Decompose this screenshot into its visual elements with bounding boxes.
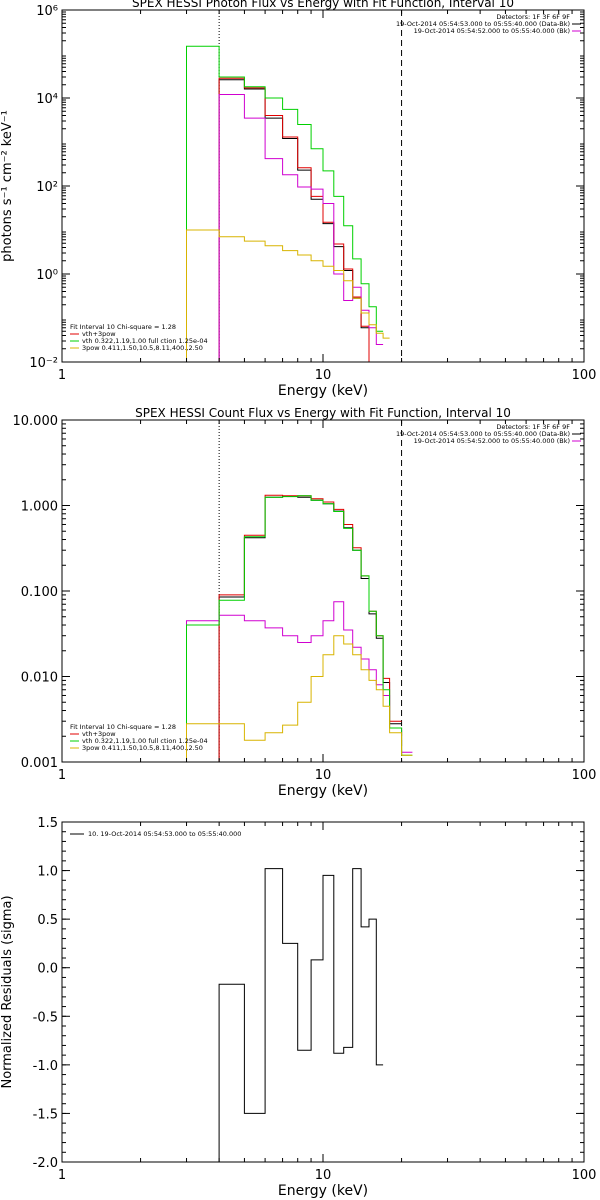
y-tick-label: -1.0 [33,1059,58,1074]
series-red-line [218,494,402,762]
y-tick-label: 10⁶ [36,4,58,19]
x-tick-label: 10 [315,1168,332,1183]
y-tick-label: 0.0 [37,962,58,977]
legend-fit-line: Fit Interval 10 Chi-square = 1.28 [70,723,176,731]
y-tick-label: -1.5 [33,1107,58,1122]
plot-frame [61,419,585,763]
legend-fit-line: vth+3pow [82,330,116,338]
series-magenta-line [218,94,384,362]
legend-top-line: 19-Oct-2014 05:54:52.000 to 05:55:40.000… [414,27,570,35]
legend-top-line: 19-Oct-2014 05:54:53.000 to 05:55:40.000… [396,20,570,28]
series-yellow-line [186,635,413,762]
series-black-line [218,495,402,762]
legend-fit-line: 3pow 0.411,1.50,10.5,8.11,400.,2.50 [82,744,203,752]
y-tick-label: 1.5 [37,816,58,831]
legend-fit-line: 3pow 0.411,1.50,10.5,8.11,400.,2.50 [82,344,203,352]
x-axis-label: Energy (keV) [278,783,368,799]
y-tick-label: 0.001 [21,756,58,771]
y-tick-label: 10⁴ [36,92,58,107]
plot-frame [61,821,585,1163]
plot-area [218,868,384,1162]
chart-panel-1: SPEX HESSI Photon Flux vs Energy with Fi… [0,0,596,399]
series-yellow-line [186,229,390,362]
y-tick-label: 10² [36,180,58,195]
legend-top-line: Detectors: 1F 3F 6F 9F [496,423,570,431]
x-axis-label: Energy (keV) [278,1183,368,1199]
y-tick-label: 1.0 [37,865,58,880]
legend-top-line: Detectors: 1F 3F 6F 9F [496,13,570,21]
y-tick-label: 10⁰ [36,268,58,283]
plot-area [186,10,403,362]
series-black-line [218,868,384,1162]
series-magenta-line [186,601,413,762]
x-tick-label: 10 [315,368,332,383]
legend-fit-line: vth+3pow [82,730,116,738]
chart-title: SPEX HESSI Photon Flux vs Energy with Fi… [132,0,514,10]
chart-panel-2: SPEX HESSI Count Flux vs Energy with Fit… [13,406,597,799]
residual-legend-label: 10. 19-Oct-2014 05:54:53.000 to 05:55:40… [88,830,241,838]
x-tick-label: 100 [572,1168,597,1183]
y-tick-label: 0.5 [37,913,58,928]
y-tick-label: 10⁻² [29,356,58,371]
y-tick-label: -0.5 [33,1010,58,1025]
plot-area [186,420,413,762]
legend-fit-line: Fit Interval 10 Chi-square = 1.28 [70,323,176,331]
legend-fit-line: vth 0.322,1.19,1.00 full ction 1.25e-04 [82,737,208,745]
x-tick-label: 100 [572,368,597,383]
series-green-line [186,45,384,362]
y-axis-label: photons s⁻¹ cm⁻² keV⁻¹ [0,110,15,262]
chart-title: SPEX HESSI Count Flux vs Energy with Fit… [135,406,511,420]
legend-top-line: 19-Oct-2014 05:54:53.000 to 05:55:40.000… [396,430,570,438]
legend-fit-line: vth 0.322,1.19,1.00 full ction 1.25e-04 [82,337,208,345]
legend-top-line: 19-Oct-2014 05:54:52.000 to 05:55:40.000… [414,437,570,445]
y-tick-label: -2.0 [33,1156,58,1171]
x-tick-label: 1 [58,768,66,783]
x-tick-label: 1 [58,368,66,383]
x-tick-label: 100 [572,768,597,783]
y-tick-label: 0.010 [21,671,58,686]
x-tick-label: 1 [58,1168,66,1183]
y-axis-label: Normalized Residuals (sigma) [0,895,15,1088]
x-axis-label: Energy (keV) [278,383,368,399]
y-tick-label: 10.000 [13,414,59,429]
plot-frame [61,9,585,363]
chart-panel-3: 1 10 100 -2.0 -1.5 -1.0 -0.5 0.0 0.5 1.0 1.5 Energy… [0,816,596,1199]
y-tick-label: 1.000 [21,500,58,515]
y-tick-label: 0.100 [21,585,58,600]
x-tick-label: 10 [315,768,332,783]
series-green-line [186,495,413,762]
